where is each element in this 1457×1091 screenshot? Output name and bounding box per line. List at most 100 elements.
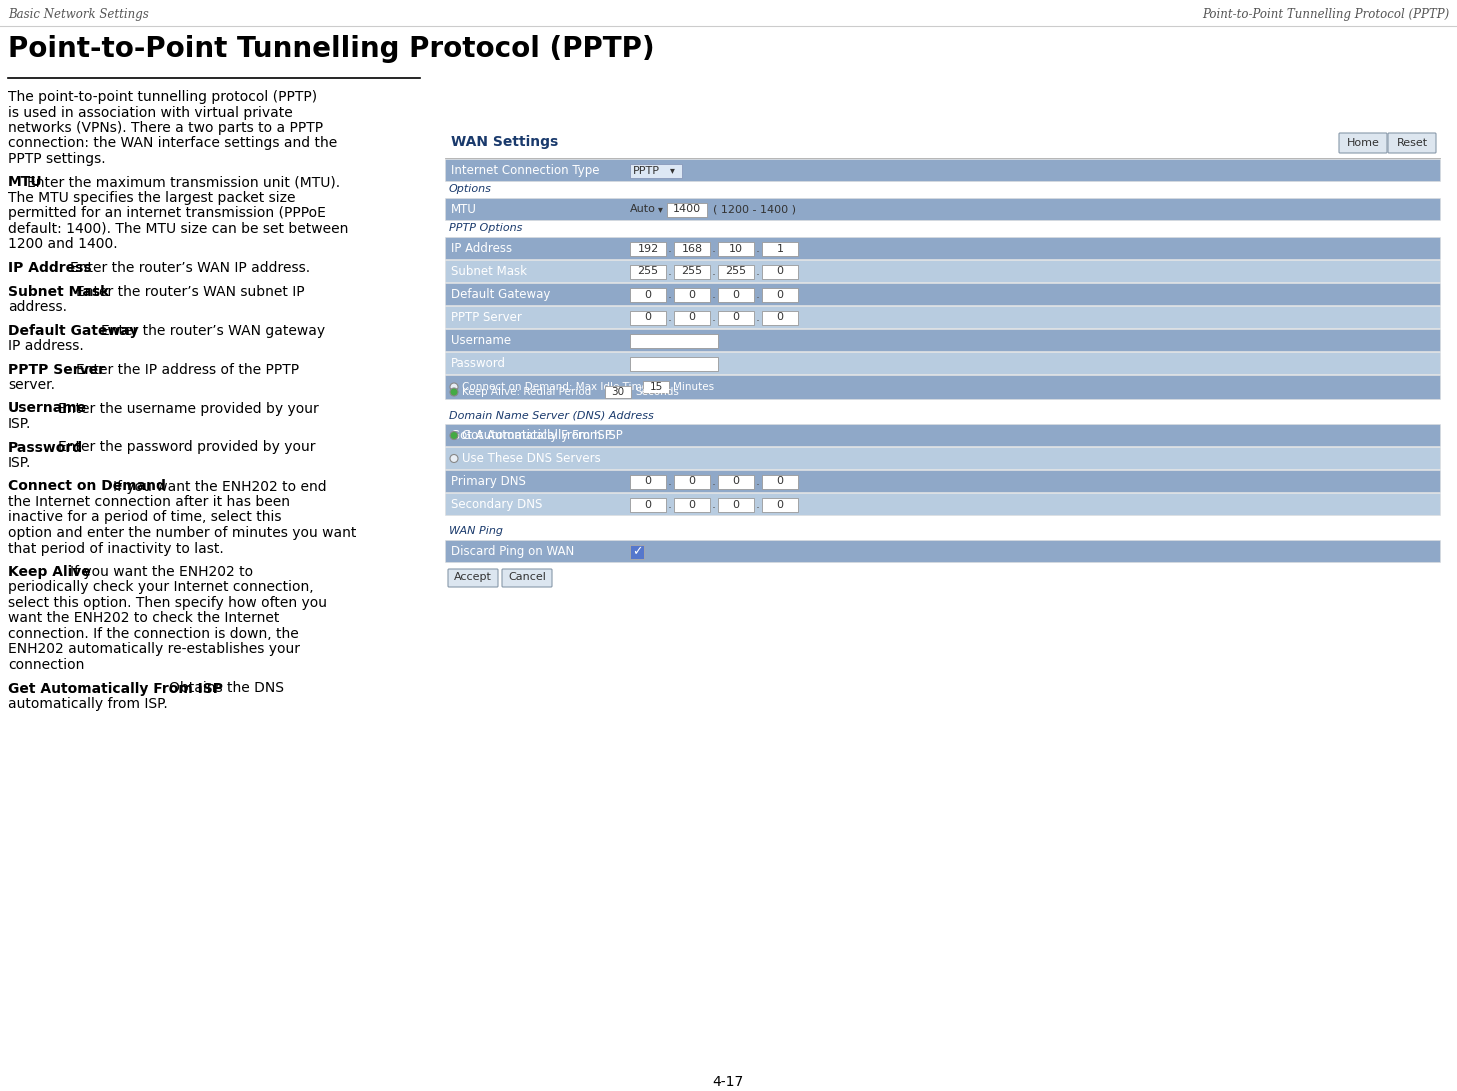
Bar xyxy=(444,447,1440,469)
Text: ▾: ▾ xyxy=(659,204,663,215)
Circle shape xyxy=(450,455,457,463)
Text: .: . xyxy=(712,242,715,255)
Text: server.: server. xyxy=(7,377,55,392)
Text: Point-to-Point Tunnelling Protocol (PPTP): Point-to-Point Tunnelling Protocol (PPTP… xyxy=(7,35,654,63)
Bar xyxy=(629,357,718,371)
Text: Keep Alive: Keep Alive xyxy=(7,565,90,579)
Bar xyxy=(675,311,710,324)
FancyBboxPatch shape xyxy=(1389,133,1437,153)
Text: 255: 255 xyxy=(682,266,702,276)
Text: is used in association with virtual private: is used in association with virtual priv… xyxy=(7,106,293,120)
Text: 1200 and 1400.: 1200 and 1400. xyxy=(7,238,118,252)
Text: Keep Alive: Redial Period: Keep Alive: Redial Period xyxy=(462,387,592,397)
Text: connection: the WAN interface settings and the: connection: the WAN interface settings a… xyxy=(7,136,337,151)
Bar xyxy=(675,475,710,489)
Text: IP address.: IP address. xyxy=(7,339,83,353)
Text: .: . xyxy=(756,265,761,278)
Text: 0: 0 xyxy=(644,500,651,509)
Text: 0: 0 xyxy=(733,289,740,300)
Bar xyxy=(444,375,1440,399)
Text: 0: 0 xyxy=(777,500,784,509)
Text: .: . xyxy=(756,242,761,255)
Bar xyxy=(629,288,666,301)
Bar xyxy=(629,241,666,255)
Text: Cancel: Cancel xyxy=(508,572,546,582)
Text: Enter the IP address of the PPTP: Enter the IP address of the PPTP xyxy=(76,362,299,376)
Text: WAN Ping: WAN Ping xyxy=(449,526,503,536)
Text: Seconds: Seconds xyxy=(635,387,679,397)
Text: Point-to-Point Tunnelling Protocol (PPTP): Point-to-Point Tunnelling Protocol (PPTP… xyxy=(1202,8,1450,21)
Text: Password: Password xyxy=(452,357,506,370)
Bar xyxy=(629,311,666,324)
Text: Internet Connection Type: Internet Connection Type xyxy=(452,164,599,177)
Bar xyxy=(762,475,798,489)
Bar xyxy=(444,237,1440,259)
Text: Enter the password provided by your: Enter the password provided by your xyxy=(58,441,315,455)
Text: IP Address: IP Address xyxy=(452,242,511,255)
Text: Enter the router’s WAN subnet IP: Enter the router’s WAN subnet IP xyxy=(76,285,305,299)
Text: .: . xyxy=(667,288,672,301)
Text: ISP.: ISP. xyxy=(7,417,32,431)
Text: 10: 10 xyxy=(728,243,743,253)
Text: .: . xyxy=(712,475,715,488)
Text: PPTP: PPTP xyxy=(632,166,660,176)
Bar xyxy=(444,424,1440,446)
Text: Default Gateway: Default Gateway xyxy=(452,288,551,301)
FancyBboxPatch shape xyxy=(447,570,498,587)
Text: ( 1200 - 1400 ): ( 1200 - 1400 ) xyxy=(712,204,796,215)
Text: the Internet connection after it has been: the Internet connection after it has bee… xyxy=(7,495,290,509)
Text: Password: Password xyxy=(7,441,83,455)
Bar xyxy=(629,264,666,278)
Text: .: . xyxy=(756,475,761,488)
Text: default: 1400). The MTU size can be set between: default: 1400). The MTU size can be set … xyxy=(7,221,348,236)
Text: PPTP settings.: PPTP settings. xyxy=(7,152,105,166)
Text: 0: 0 xyxy=(644,477,651,487)
Circle shape xyxy=(450,388,457,396)
Text: Enter the username provided by your: Enter the username provided by your xyxy=(58,401,318,416)
Text: ▾: ▾ xyxy=(670,166,675,176)
Bar xyxy=(444,470,1440,492)
Bar xyxy=(444,197,1440,220)
Text: Obtains the DNS: Obtains the DNS xyxy=(169,682,284,695)
Text: MTU: MTU xyxy=(7,176,42,190)
Text: Connect on Demand: Max Idle Time: Connect on Demand: Max Idle Time xyxy=(462,382,648,392)
Text: Username: Username xyxy=(452,334,511,347)
Text: Reset: Reset xyxy=(1396,137,1428,148)
Bar xyxy=(718,288,755,301)
Text: periodically check your Internet connection,: periodically check your Internet connect… xyxy=(7,580,313,595)
Text: 15: 15 xyxy=(650,382,663,392)
Text: Domain Name Server (DNS) Address: Domain Name Server (DNS) Address xyxy=(449,410,654,420)
Text: Connect on Demand: Connect on Demand xyxy=(7,480,166,493)
Circle shape xyxy=(450,383,457,391)
Bar xyxy=(444,352,1440,374)
Text: 0: 0 xyxy=(777,312,784,323)
Text: Use These DNS Servers: Use These DNS Servers xyxy=(462,452,600,465)
Text: automatically from ISP.: automatically from ISP. xyxy=(7,697,168,711)
Text: 30: 30 xyxy=(612,387,625,397)
Text: .: . xyxy=(667,311,672,324)
Text: .: . xyxy=(756,311,761,324)
Text: Got Automatically From ISP: Got Automatically From ISP xyxy=(462,429,622,442)
Text: 255: 255 xyxy=(726,266,746,276)
Text: 1400: 1400 xyxy=(673,204,701,215)
Text: .: . xyxy=(712,497,715,511)
Text: 0: 0 xyxy=(689,477,695,487)
Text: .: . xyxy=(667,497,672,511)
Bar xyxy=(444,493,1440,515)
Text: 0: 0 xyxy=(689,312,695,323)
Text: Auto: Auto xyxy=(629,204,656,215)
Bar xyxy=(718,497,755,512)
Text: Enter the maximum transmission unit (MTU).: Enter the maximum transmission unit (MTU… xyxy=(26,176,339,190)
Text: 0: 0 xyxy=(689,500,695,509)
Bar xyxy=(629,475,666,489)
Bar xyxy=(675,264,710,278)
Text: connection. If the connection is down, the: connection. If the connection is down, t… xyxy=(7,627,299,642)
Bar xyxy=(629,164,682,178)
Text: 4-17: 4-17 xyxy=(712,1075,743,1089)
Text: Home: Home xyxy=(1346,137,1380,148)
Bar xyxy=(444,305,1440,328)
Text: The MTU specifies the largest packet size: The MTU specifies the largest packet siz… xyxy=(7,191,296,205)
Bar xyxy=(675,288,710,301)
Text: 0: 0 xyxy=(689,289,695,300)
Bar xyxy=(629,497,666,512)
